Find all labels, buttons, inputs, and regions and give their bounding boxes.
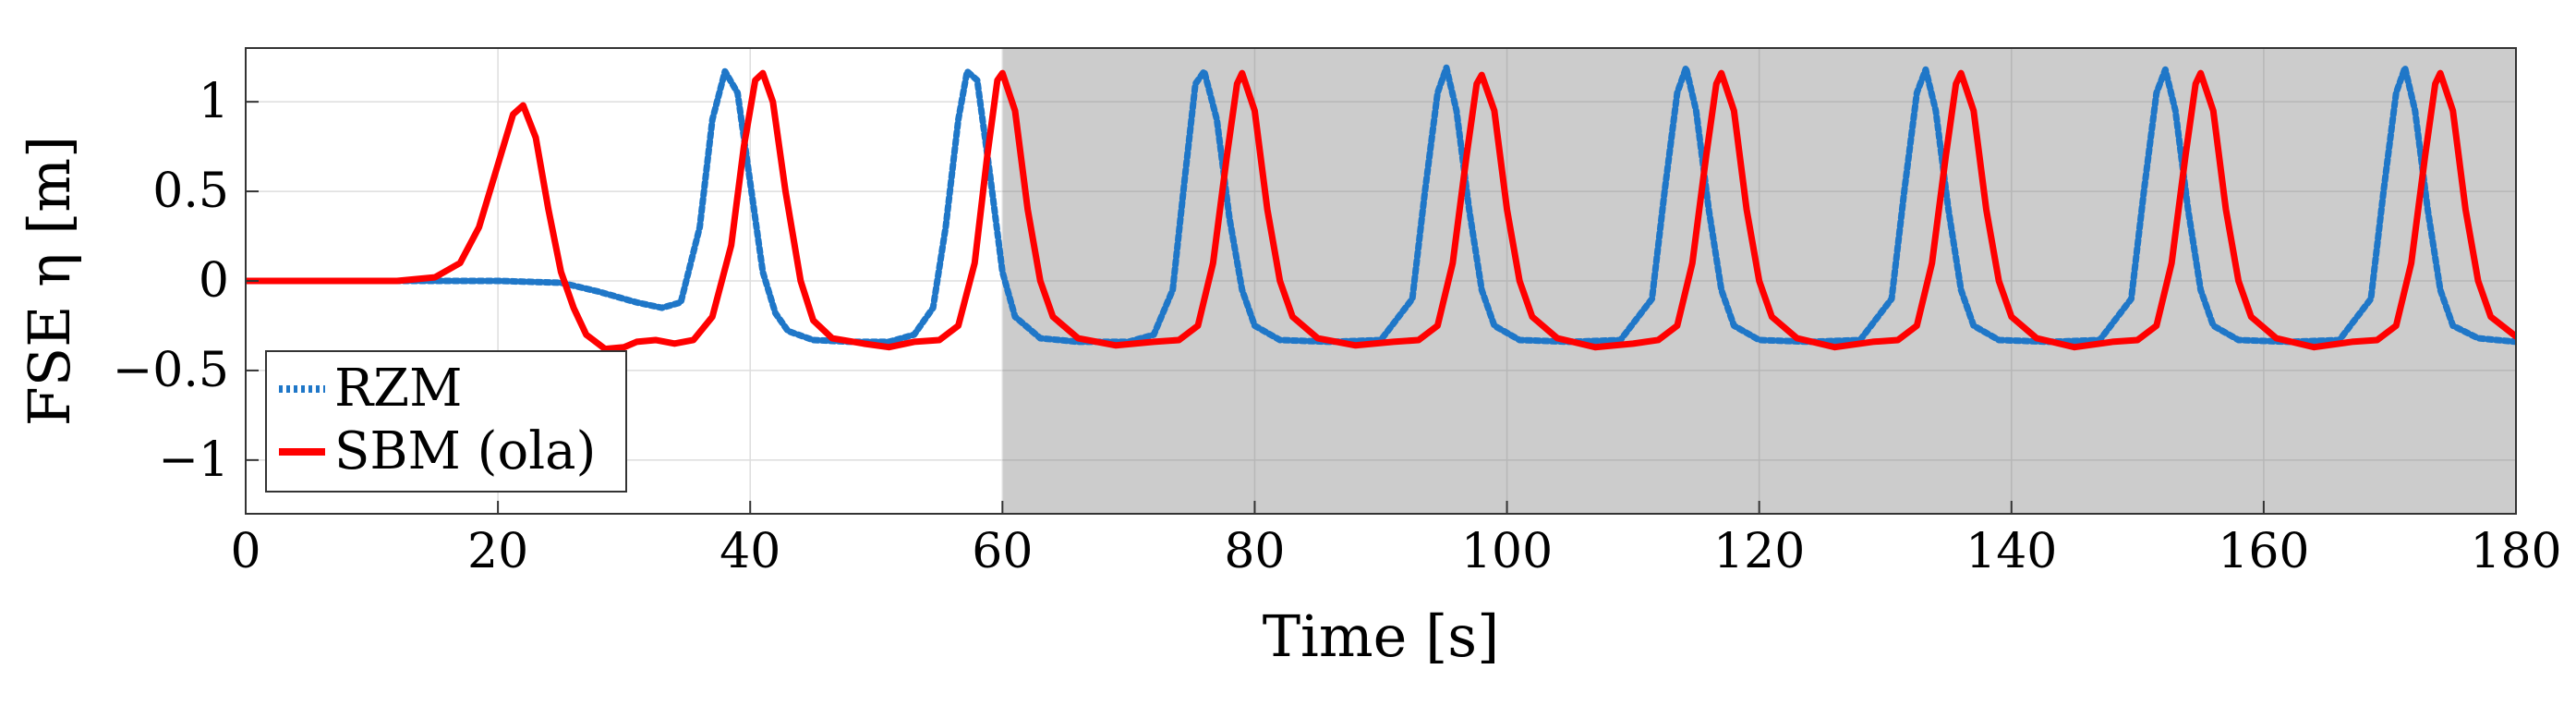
legend-label-sbm-ola: SBM (ola)	[334, 421, 596, 481]
legend-label-rzm: RZM	[334, 359, 462, 419]
series-line-rzm	[246, 64, 2516, 346]
y-tick-label: 0.5	[152, 164, 229, 219]
ticks: 0 20 40 60 80 100 120 140 160 180 −1 −0.5 0 0.5 1	[113, 74, 2562, 579]
x-tick-label: 180	[2470, 524, 2561, 579]
x-tick-label: 120	[1713, 524, 1805, 579]
x-tick-label: 80	[1224, 524, 1285, 579]
x-axis-label: Time [s]	[1263, 602, 1500, 670]
y-tick-label: 0	[199, 253, 229, 309]
y-axis-label: FSE η [m]	[16, 136, 83, 426]
x-tick-label: 40	[720, 524, 780, 579]
x-tick-label: 100	[1461, 524, 1553, 579]
legend-frame	[265, 350, 627, 493]
y-tick-label: 1	[199, 74, 229, 129]
x-tick-label: 140	[1965, 524, 2057, 579]
series-group	[246, 64, 2516, 353]
x-tick-label: 160	[2218, 524, 2309, 579]
y-tick-label: −0.5	[113, 343, 229, 398]
legend: RZM SBM (ola)	[265, 350, 627, 493]
x-tick-label: 0	[230, 524, 260, 579]
x-tick-label: 20	[467, 524, 528, 579]
x-tick-label: 60	[972, 524, 1033, 579]
series-line-sbm-ola	[246, 69, 2516, 353]
y-tick-label: −1	[158, 432, 229, 488]
